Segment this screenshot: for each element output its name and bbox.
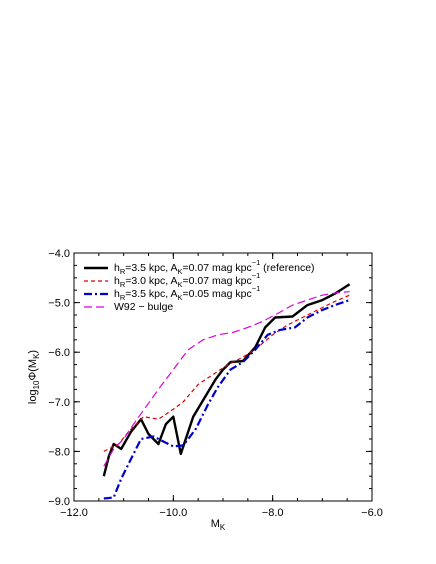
y-tick-label: −8.0 bbox=[48, 446, 70, 458]
legend-part: h bbox=[114, 288, 120, 300]
x-tick-label: −8.0 bbox=[262, 507, 284, 519]
legend-entry-1: hR=3.5 kpc, AK=0.07 mag kpc−1 (reference… bbox=[114, 258, 315, 276]
y-label-close: ) bbox=[27, 350, 39, 354]
y-tick-label: −4.0 bbox=[48, 248, 70, 260]
x-label-main: M bbox=[211, 518, 220, 530]
y-label-tail: Φ(M bbox=[27, 359, 39, 381]
x-label-sub: K bbox=[220, 523, 226, 532]
x-axis-label: MK bbox=[211, 518, 226, 532]
ak005-series-line bbox=[103, 299, 350, 500]
legend-part: =0.05 mag kpc bbox=[183, 288, 252, 300]
series-layer bbox=[102, 283, 351, 500]
legend-part: =0.07 mag kpc bbox=[183, 262, 252, 274]
legend-sub: K bbox=[178, 293, 183, 302]
x-tick-label: −10.0 bbox=[159, 507, 187, 519]
y-tick-label: −9.0 bbox=[48, 496, 70, 508]
y-axis-label: log10Φ(MK) bbox=[27, 350, 41, 404]
legend-part: h bbox=[114, 262, 120, 274]
legend-sup: −1 bbox=[252, 258, 261, 267]
legend-sup: −1 bbox=[252, 284, 261, 293]
x-tick-label: −12.0 bbox=[60, 507, 88, 519]
y-tick-label: −7.0 bbox=[48, 397, 70, 409]
legend-sub: R bbox=[120, 293, 126, 302]
legend-part: =3.5 kpc, A bbox=[125, 288, 177, 300]
legend-part: (reference) bbox=[260, 262, 314, 274]
w92-bulge-series-line bbox=[103, 291, 350, 467]
legend-part: =3.5 kpc, A bbox=[125, 262, 177, 274]
legend: hR=3.5 kpc, AK=0.07 mag kpc−1 (reference… bbox=[84, 258, 315, 313]
y-tick-label: −5.0 bbox=[48, 298, 70, 310]
legend-part: W92 − bulge bbox=[114, 301, 173, 313]
y-label-sub: 10 bbox=[32, 380, 41, 389]
legend-entry-2: hR=3.0 kpc, AK=0.07 mag kpc−1 bbox=[114, 271, 260, 289]
legend-entry-3: hR=3.5 kpc, AK=0.05 mag kpc−1 bbox=[114, 284, 260, 302]
legend-sup: −1 bbox=[252, 271, 261, 280]
legend-part: h bbox=[114, 275, 120, 287]
legend-sub: K bbox=[178, 267, 183, 276]
reference-series-line bbox=[102, 283, 351, 477]
x-tick-label: −6.0 bbox=[361, 507, 383, 519]
legend-sub: R bbox=[120, 267, 126, 276]
y-label-main: log bbox=[27, 389, 39, 404]
legend-part: =3.0 kpc, A bbox=[125, 275, 177, 287]
y-tick-label: −6.0 bbox=[48, 347, 70, 359]
legend-part: =0.07 mag kpc bbox=[183, 275, 252, 287]
y-label-sub2: K bbox=[32, 353, 41, 359]
hr3-series-line bbox=[103, 294, 350, 452]
axis-ticks: −12.0 −10.0 −8.0 −6.0 −9.0 −8.0 −7.0 −6.0 −5.0 −4… bbox=[48, 248, 383, 519]
legend-sub: K bbox=[178, 280, 183, 289]
legend-sub: R bbox=[120, 280, 126, 289]
legend-entry-4: W92 − bulge bbox=[114, 301, 173, 313]
